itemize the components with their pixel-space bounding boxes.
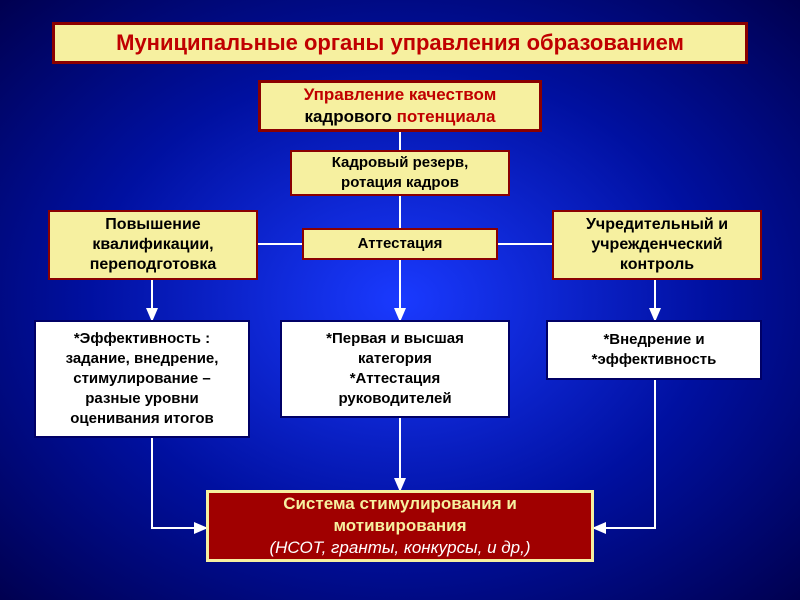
text-line: переподготовка [90,255,217,275]
text-segment: (НСОТ, гранты, конкурсы, и др,) [269,538,530,557]
box-right_yellow: Учредительный и учрежденческий контроль [552,210,762,280]
text-segment: Кадровый резерв, [332,154,469,171]
box-bottom_red: Система стимулирования и мотивирования (НС… [206,490,594,562]
text-segment: разные уровни [85,390,199,407]
text-segment: учрежденческий [591,236,722,253]
text-segment: руководителей [338,390,451,407]
text-line: задание, внедрение, [66,349,219,369]
text-line: ротация кадров [341,173,459,193]
text-line: Система стимулирования и [283,493,517,515]
text-segment: стимулирование – [73,370,211,387]
text-line: *Аттестация [350,369,441,389]
text-segment: Аттестация [358,235,443,252]
text-line: (НСОТ, гранты, конкурсы, и др,) [269,537,530,559]
box-left_white: *Эффективность : задание, внедрение, стиму… [34,320,250,438]
connector-arrow [152,438,206,528]
text-segment: *Эффективность : [74,330,210,347]
box-right_white: *Внедрение и *эффективность [546,320,762,380]
box-reserve: Кадровый резерв, ротация кадров [290,150,510,196]
text-line: Повышение [105,215,200,235]
text-segment: *Внедрение и [603,331,704,348]
connector-arrow [594,380,655,528]
box-title: Муниципальные органы управления образова… [52,22,748,64]
text-segment: переподготовка [90,256,217,273]
text-segment: мотивирования [333,516,466,535]
text-segment: Муниципальные органы управления образова… [116,30,684,55]
text-line: мотивирования [333,515,466,537]
text-segment: задание, внедрение, [66,350,219,367]
text-segment: квалификации, [92,236,213,253]
text-segment: Учредительный и [586,216,728,233]
text-line: стимулирование – [73,369,211,389]
box-attest: Аттестация [302,228,498,260]
text-segment: Система стимулирования и [283,494,517,513]
text-line: квалификации, [92,235,213,255]
box-mid_white: *Первая и высшая категория *Аттестация руко… [280,320,510,418]
text-segment: потенциала [397,107,496,126]
text-segment: ротация кадров [341,174,459,191]
text-line: Муниципальные органы управления образова… [116,29,684,57]
text-segment: оценивания итогов [70,410,214,427]
text-segment: контроль [620,256,694,273]
text-segment: категория [358,350,432,367]
text-line: Управление качеством [304,84,497,106]
text-line: контроль [620,255,694,275]
text-segment: *Аттестация [350,370,441,387]
text-segment: Повышение [105,216,200,233]
text-segment: *эффективность [592,351,717,368]
text-line: учрежденческий [591,235,722,255]
box-left_yellow: Повышение квалификации, переподготовка [48,210,258,280]
text-line: Учредительный и [586,215,728,235]
text-line: оценивания итогов [70,409,214,429]
text-line: руководителей [338,389,451,409]
text-segment: Управление качеством [304,85,497,104]
text-segment: *Первая и высшая [326,330,464,347]
text-line: разные уровни [85,389,199,409]
text-line: *Эффективность : [74,329,210,349]
text-line: категория [358,349,432,369]
text-line: *Внедрение и [603,330,704,350]
text-segment: кадрового [305,107,397,126]
text-line: Аттестация [358,234,443,254]
text-line: *эффективность [592,350,717,370]
text-line: Кадровый резерв, [332,153,469,173]
text-line: кадрового потенциала [305,106,496,128]
box-quality: Управление качеством кадрового потенциала [258,80,542,132]
text-line: *Первая и высшая [326,329,464,349]
